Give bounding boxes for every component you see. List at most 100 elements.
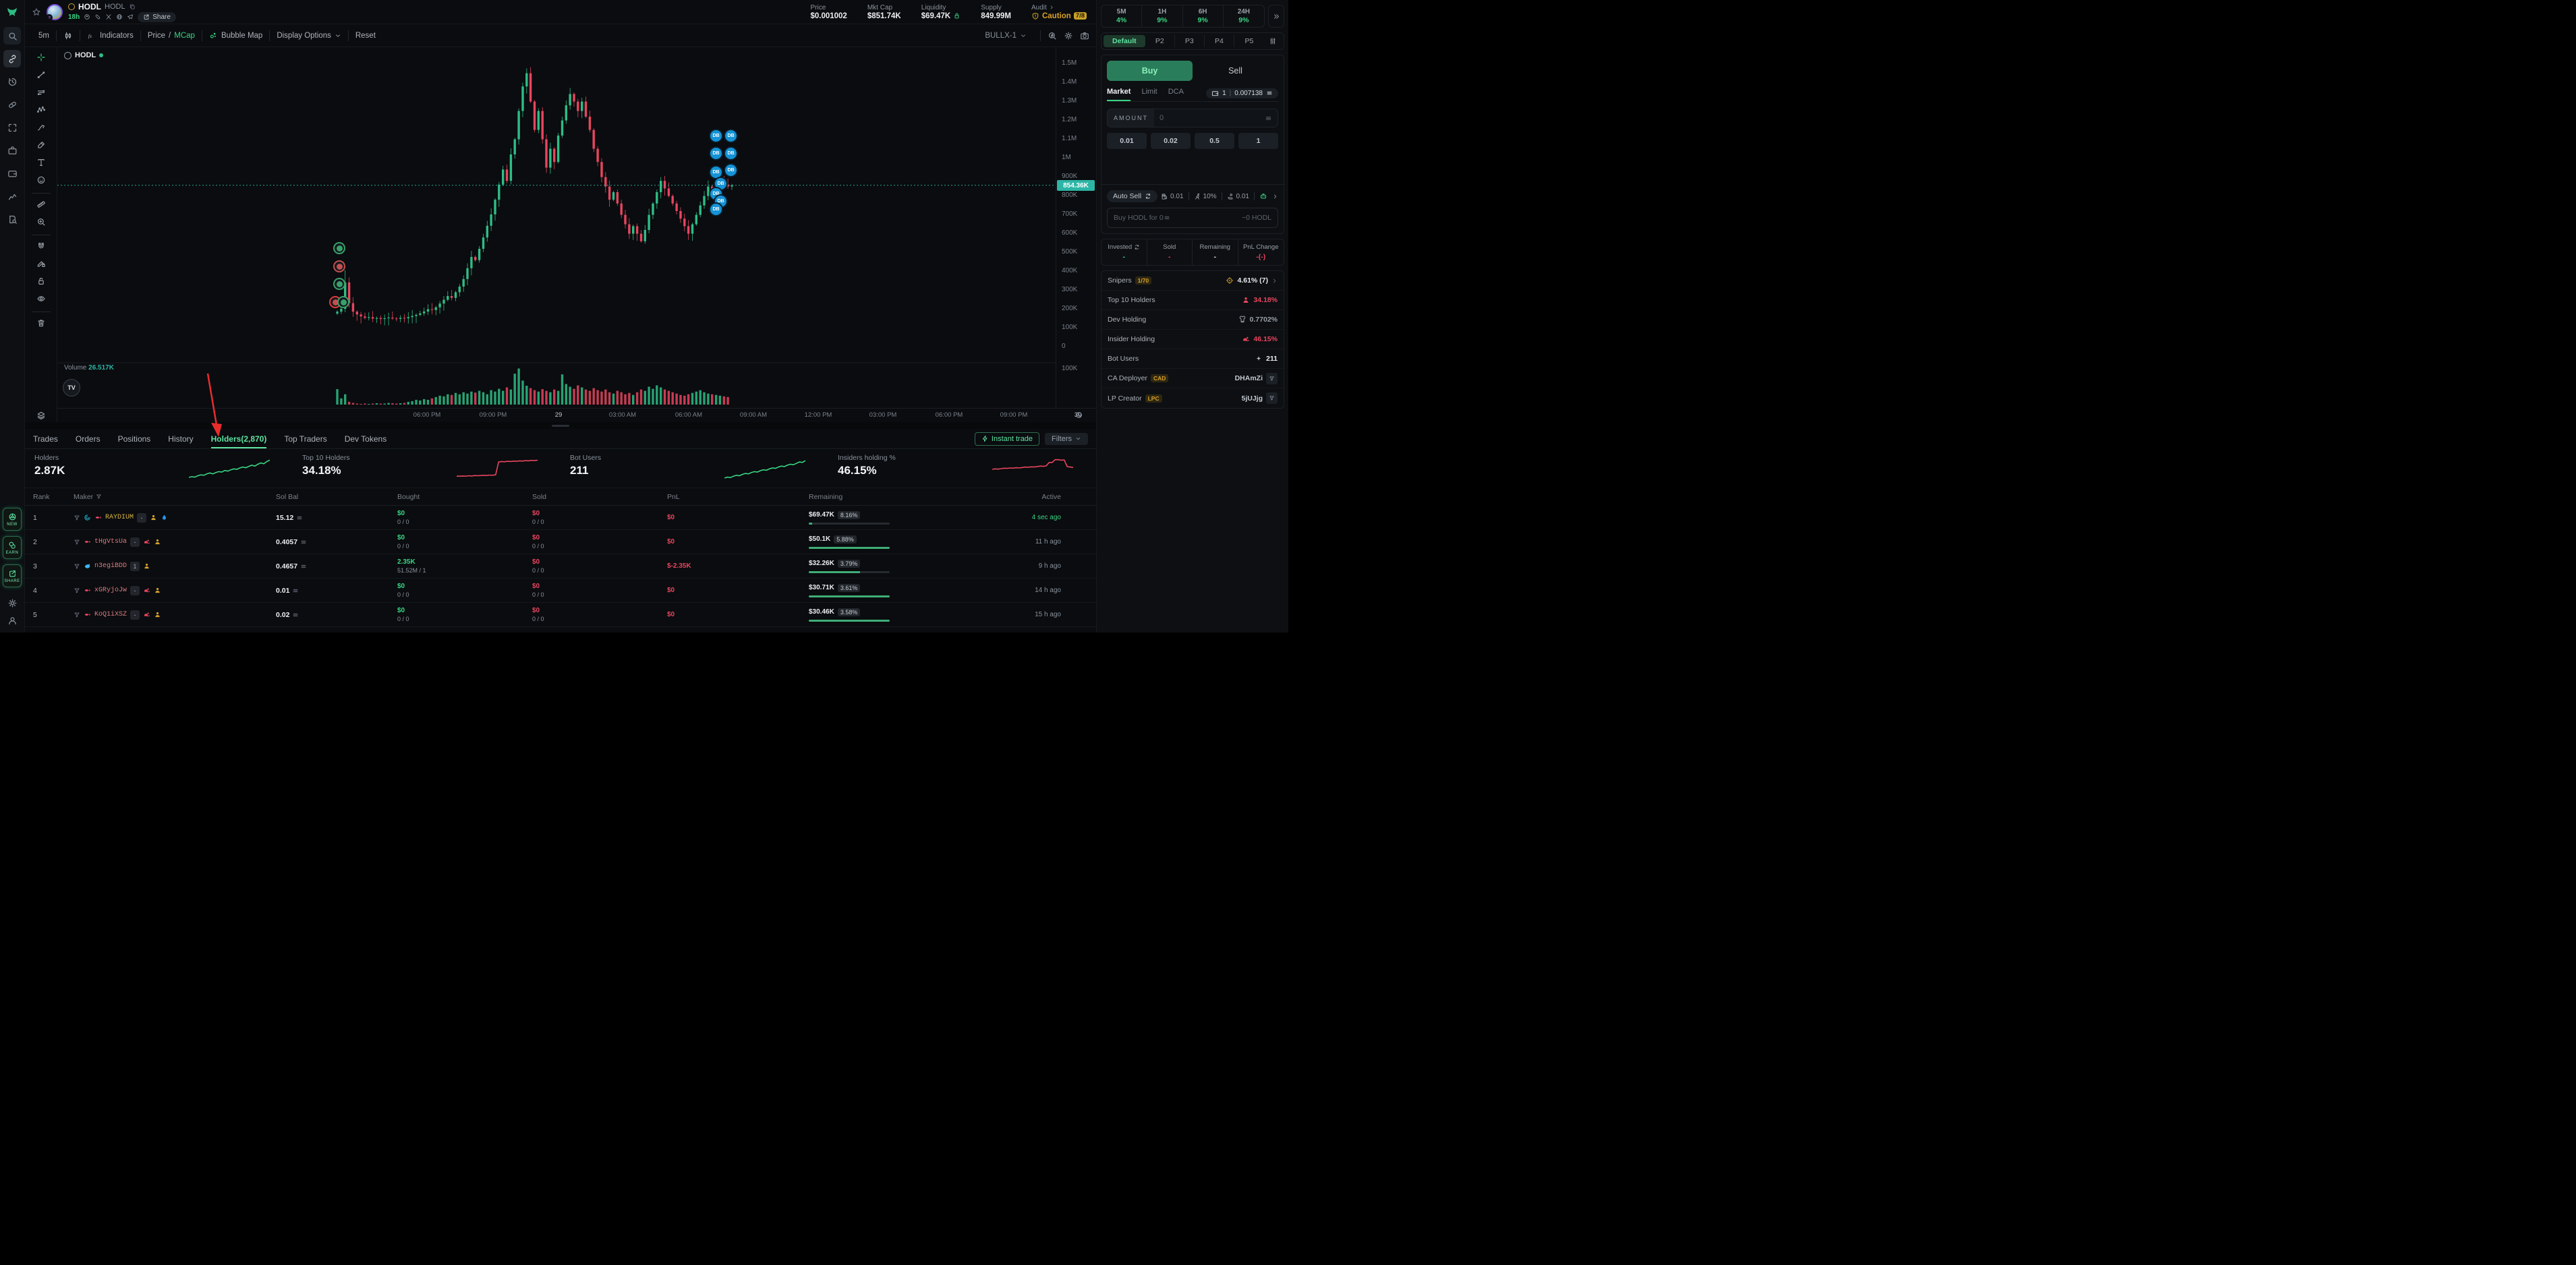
- quick-amount-button[interactable]: 0.02: [1151, 133, 1191, 149]
- pump-icon[interactable]: [84, 13, 90, 20]
- buy-tab[interactable]: Buy: [1107, 61, 1193, 81]
- info-row-ca-deployer[interactable]: CA Deployer CAD DHAmZi: [1101, 369, 1284, 388]
- lock-open-icon[interactable]: [36, 276, 46, 288]
- layout-selector[interactable]: BULLX-1: [978, 32, 1033, 40]
- col-header-active[interactable]: Active: [1041, 492, 1061, 501]
- gear-icon[interactable]: [1064, 31, 1073, 40]
- gas-setting[interactable]: 0.01: [1161, 193, 1184, 200]
- tab-trades[interactable]: Trades: [33, 434, 58, 444]
- bullx-logo[interactable]: [5, 5, 19, 20]
- globe-icon[interactable]: [116, 13, 123, 20]
- row-filter-icon[interactable]: [74, 612, 80, 618]
- row-filter-icon[interactable]: [74, 587, 80, 594]
- preset-p2[interactable]: P2: [1145, 35, 1175, 47]
- amount-input[interactable]: [1154, 109, 1265, 127]
- filters-dropdown[interactable]: Filters: [1045, 432, 1088, 445]
- capsule-icon[interactable]: [94, 13, 101, 20]
- rail-item-scan[interactable]: [3, 119, 21, 136]
- holder-row[interactable]: 3 n3egiBDD 1 0.4657 2.35K 51.52M / 1 $0 0 / 0 $-…: [25, 554, 1096, 579]
- bolt-search-icon[interactable]: [1048, 31, 1057, 40]
- camera-icon[interactable]: [1080, 31, 1089, 40]
- col-header-maker[interactable]: Maker: [74, 493, 276, 501]
- dev-bundle-bubble[interactable]: DB: [709, 165, 723, 179]
- buy-order-input[interactable]: Buy HODL for 0 ~0 HODL: [1107, 208, 1278, 228]
- dev-bundle-bubble[interactable]: DB: [724, 146, 738, 160]
- auto-sell-toggle[interactable]: Auto Sell: [1107, 190, 1158, 202]
- address-filter-button[interactable]: [1266, 392, 1278, 404]
- dev-bundle-bubble[interactable]: DB: [709, 129, 723, 143]
- address-filter-button[interactable]: [1266, 372, 1278, 384]
- trend-line-icon[interactable]: [36, 70, 46, 82]
- sell-tab[interactable]: Sell: [1228, 66, 1242, 76]
- amount-presets-icon[interactable]: [1265, 109, 1278, 127]
- tab-holders-2-870-[interactable]: Holders(2,870): [210, 429, 267, 448]
- trader-avatar-marker[interactable]: [333, 242, 345, 254]
- trader-avatar-marker[interactable]: [337, 296, 349, 308]
- ruler-icon[interactable]: [36, 200, 46, 211]
- preset-p4[interactable]: P4: [1205, 35, 1234, 47]
- rail-item-history[interactable]: [3, 73, 21, 90]
- parallel-lines-icon[interactable]: [36, 88, 46, 99]
- rail-badge-share[interactable]: SHARE: [3, 564, 22, 587]
- x-icon[interactable]: [105, 13, 112, 20]
- order-type-dca[interactable]: DCA: [1168, 88, 1184, 96]
- trash-icon[interactable]: [36, 318, 46, 330]
- expand-stats-button[interactable]: [1268, 5, 1284, 28]
- tip-setting[interactable]: 0.01: [1227, 193, 1249, 200]
- edit-lock-icon[interactable]: [36, 259, 46, 270]
- holder-row[interactable]: 2 tHgVtsUa -0.4057 $0 0 / 0 $0 0 / 0 $0 $50.1K 5.…: [25, 530, 1096, 554]
- row-filter-icon[interactable]: [74, 539, 80, 546]
- rail-badge-new[interactable]: NEW: [3, 508, 22, 531]
- tab-history[interactable]: History: [168, 434, 194, 444]
- layers-icon[interactable]: [36, 411, 46, 422]
- price-mcap-toggle[interactable]: Price / MCap: [147, 31, 195, 40]
- info-row-dev-holding[interactable]: Dev Holding 0.7702%: [1101, 310, 1284, 330]
- instant-trade-button[interactable]: Instant trade: [974, 432, 1040, 446]
- rail-profile-icon[interactable]: [7, 616, 18, 628]
- info-row-snipers[interactable]: Snipers 1/70 4.61% (7): [1101, 271, 1284, 291]
- copy-address-icon[interactable]: [129, 3, 136, 10]
- rail-item-search[interactable]: [3, 27, 21, 45]
- timeframe-5m[interactable]: 5M 4%: [1101, 5, 1143, 27]
- preset-settings-icon[interactable]: [1264, 37, 1282, 45]
- preset-default[interactable]: Default: [1104, 35, 1145, 47]
- rail-item-wallet[interactable]: [3, 165, 21, 182]
- order-type-market[interactable]: Market: [1107, 88, 1131, 101]
- timeframe-6h[interactable]: 6H 9%: [1183, 5, 1224, 27]
- expand-fees-icon[interactable]: [1272, 194, 1278, 200]
- dev-bundle-bubble[interactable]: DB: [724, 163, 738, 177]
- timeframe-1h[interactable]: 1H 9%: [1142, 5, 1183, 27]
- row-filter-icon[interactable]: [74, 514, 80, 521]
- rail-item-link[interactable]: [3, 50, 21, 67]
- preset-p5[interactable]: P5: [1244, 37, 1254, 45]
- info-row-top-10-holders[interactable]: Top 10 Holders 34.18%: [1101, 291, 1284, 310]
- col-header-sold[interactable]: Sold: [532, 492, 547, 501]
- slippage-setting[interactable]: 10%: [1194, 193, 1217, 200]
- rail-badge-earn[interactable]: EARN: [3, 536, 22, 559]
- text-icon[interactable]: [36, 158, 46, 169]
- trader-avatar-marker[interactable]: [333, 278, 345, 290]
- reset-button[interactable]: Reset: [355, 31, 376, 40]
- share-button[interactable]: Share: [138, 11, 176, 22]
- quick-amount-button[interactable]: 1: [1238, 133, 1278, 149]
- pattern-icon[interactable]: [36, 105, 46, 117]
- price-axis[interactable]: 1.5M 1.4M 1.3M 1.2M 1.1M 1M 900K 800K 700K 600K 50…: [1056, 47, 1096, 408]
- time-axis-clock-icon[interactable]: [1075, 411, 1083, 421]
- col-header-bought[interactable]: Bought: [397, 492, 420, 501]
- brush-icon[interactable]: [36, 140, 46, 152]
- indicators-button[interactable]: fx Indicators: [88, 31, 134, 40]
- rail-item-briefcase[interactable]: [3, 142, 21, 159]
- rail-gear-icon[interactable]: [7, 598, 18, 610]
- eye-icon[interactable]: [36, 294, 46, 305]
- holder-row[interactable]: 1 RAYDIUM -15.12 $0 0 / 0 $0 0 / 0 $0 $69.47K 8.1…: [25, 506, 1096, 530]
- dev-bundle-bubble[interactable]: DB: [709, 202, 723, 216]
- col-header-rank[interactable]: Rank: [33, 492, 50, 501]
- quick-amount-button[interactable]: 0.01: [1107, 133, 1147, 149]
- favorite-star-icon[interactable]: [32, 7, 41, 17]
- quick-amount-button[interactable]: 0.5: [1195, 133, 1234, 149]
- mev-bot-icon[interactable]: [1259, 192, 1267, 200]
- info-row-lp-creator[interactable]: LP Creator LPC 5jUJjg: [1101, 388, 1284, 408]
- col-header-pnl[interactable]: PnL: [667, 492, 680, 501]
- timeframe-24h[interactable]: 24H 9%: [1224, 5, 1264, 27]
- bubble-map-button[interactable]: Bubble Map: [202, 31, 269, 40]
